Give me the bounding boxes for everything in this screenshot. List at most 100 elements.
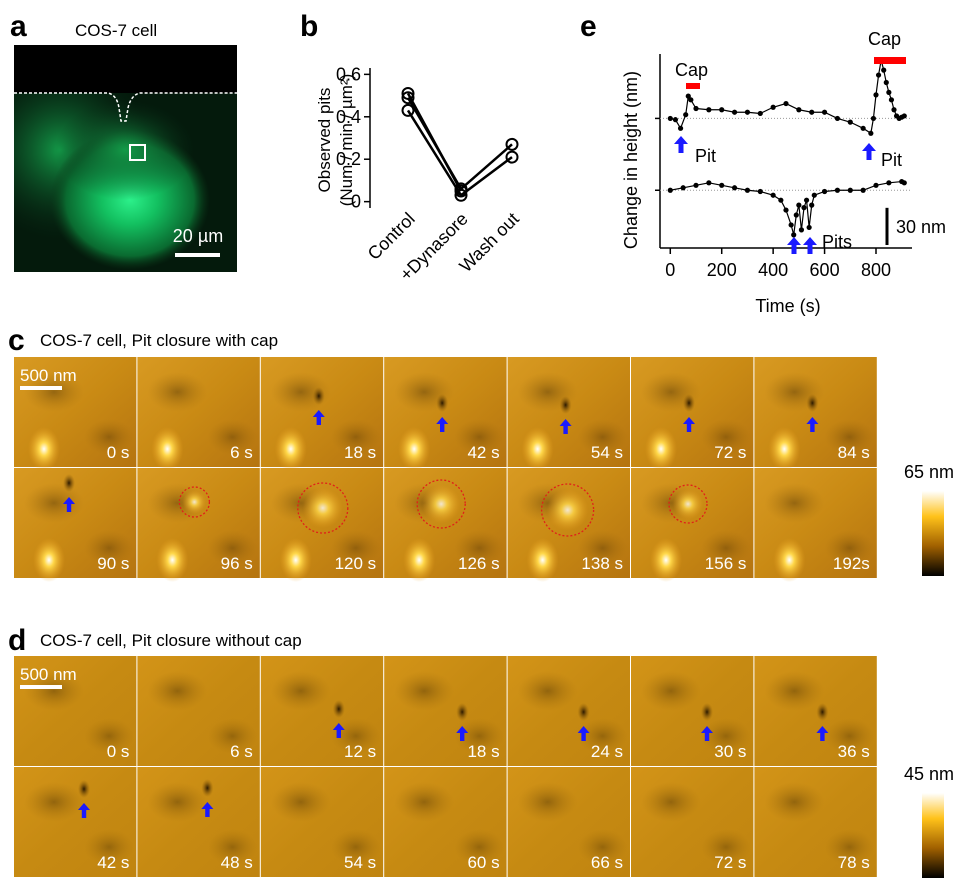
- colorbar: [922, 491, 944, 576]
- data-point: [758, 111, 763, 116]
- panel-title: COS-7 cell: [75, 21, 157, 40]
- bright-feature: [33, 538, 65, 582]
- time-label: 96 s: [221, 554, 253, 573]
- data-point: [886, 90, 891, 95]
- data-point: [791, 232, 796, 237]
- texture: [518, 671, 578, 711]
- data-point: [835, 116, 840, 121]
- arrow: [803, 237, 817, 254]
- data-point: [809, 203, 814, 208]
- data-point: [848, 120, 853, 125]
- time-label: 12 s: [344, 742, 376, 761]
- data-point: [771, 193, 776, 198]
- time-label: 138 s: [581, 554, 623, 573]
- colorbar-label: 65 nm: [904, 462, 954, 482]
- texture: [641, 782, 701, 822]
- pit: [578, 703, 590, 721]
- data-point: [732, 110, 737, 115]
- x-tick-label: 600: [810, 260, 840, 280]
- bright-feature: [398, 427, 430, 471]
- annotation: Pit: [695, 146, 716, 166]
- time-label: 42 s: [467, 443, 499, 462]
- data-point: [848, 188, 853, 193]
- texture: [271, 671, 331, 711]
- annotation: Pits: [822, 232, 852, 252]
- figure: abcdeCOS-7 cell20 µm00.20.40.6Observed p…: [0, 0, 967, 888]
- data-point: [804, 198, 809, 203]
- data-point: [891, 107, 896, 112]
- time-label: 90 s: [97, 554, 129, 573]
- data-point: [719, 183, 724, 188]
- colorbar: [922, 793, 944, 878]
- data-point: [886, 180, 891, 185]
- data-point: [758, 189, 763, 194]
- bright-feature: [527, 538, 559, 582]
- image-grid: [14, 656, 877, 877]
- time-label: 72 s: [714, 443, 746, 462]
- pit: [333, 700, 345, 718]
- texture: [147, 372, 207, 412]
- pit: [560, 396, 572, 414]
- texture: [764, 483, 824, 523]
- panel-label: d: [8, 624, 26, 657]
- panel-label: b: [300, 10, 318, 43]
- arrow: [787, 237, 801, 254]
- texture: [518, 782, 578, 822]
- bright-feature: [275, 427, 307, 471]
- pit: [683, 394, 695, 412]
- data-point: [835, 188, 840, 193]
- data-point: [693, 106, 698, 111]
- panel-title: COS-7 cell, Pit closure without cap: [40, 631, 302, 650]
- cap-bar: [686, 83, 700, 89]
- bright-feature: [28, 427, 60, 471]
- texture: [147, 782, 207, 822]
- data-point: [861, 188, 866, 193]
- data-point: [719, 107, 724, 112]
- texture: [24, 483, 84, 523]
- data-point: [799, 227, 804, 232]
- x-tick-label: 0: [665, 260, 675, 280]
- texture: [394, 782, 454, 822]
- time-label: 54 s: [344, 853, 376, 872]
- data-point: [693, 183, 698, 188]
- y-axis-label: Change in height (nm): [621, 71, 641, 249]
- y-axis-label: Observed pits: [315, 88, 334, 193]
- time-label: 42 s: [97, 853, 129, 872]
- data-point: [668, 188, 673, 193]
- arrow: [674, 136, 688, 153]
- bright-feature: [768, 427, 800, 471]
- panel-label: c: [8, 324, 25, 357]
- data-point: [688, 97, 693, 102]
- data-point: [745, 110, 750, 115]
- scale-bar-label: 20 µm: [173, 226, 223, 246]
- image-grid: [14, 357, 877, 582]
- time-label: 72 s: [714, 853, 746, 872]
- data-point: [902, 113, 907, 118]
- data-point: [801, 205, 806, 210]
- data-point: [873, 92, 878, 97]
- data-point: [812, 193, 817, 198]
- time-label: 66 s: [591, 853, 623, 872]
- time-label: 6 s: [230, 443, 253, 462]
- data-point: [796, 203, 801, 208]
- bright-feature: [773, 538, 805, 582]
- time-label: 30 s: [714, 742, 746, 761]
- time-label: 54 s: [591, 443, 623, 462]
- data-point: [683, 112, 688, 117]
- series-line: [408, 98, 512, 189]
- data-point: [902, 180, 907, 185]
- bright-feature: [151, 427, 183, 471]
- data-point: [783, 207, 788, 212]
- pit: [63, 474, 75, 492]
- scale-bar-label: 30 nm: [896, 217, 946, 237]
- texture: [764, 782, 824, 822]
- time-label: 36 s: [838, 742, 870, 761]
- time-label: 0 s: [107, 742, 130, 761]
- annotation: Cap: [868, 29, 901, 49]
- texture: [147, 671, 207, 711]
- time-label: 24 s: [591, 742, 623, 761]
- data-point: [807, 225, 812, 230]
- cap-glow: [422, 485, 460, 523]
- data-point: [778, 198, 783, 203]
- data-point: [771, 105, 776, 110]
